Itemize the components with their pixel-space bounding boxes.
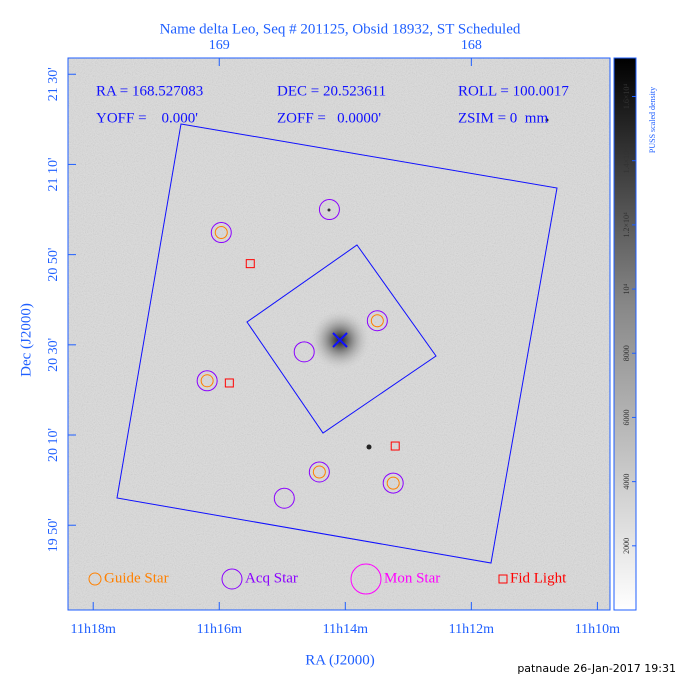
legend-marker xyxy=(350,563,382,595)
header-field: ROLL = 100.0017 xyxy=(458,83,569,99)
colorbar-tick-label: 1.4×10⁴ xyxy=(622,148,631,174)
star-marker xyxy=(196,370,218,392)
colorbar-tick-label: 6000 xyxy=(622,409,631,425)
star-marker xyxy=(386,476,400,490)
header-field: RA = 168.527083 xyxy=(96,83,203,99)
y-tick-label: 20 10' xyxy=(46,428,61,462)
legend-label: Mon Star xyxy=(384,570,440,586)
y-tick-label: 21 10' xyxy=(46,157,61,191)
legend-marker xyxy=(88,572,102,586)
header-field: ZSIM = 0 mm xyxy=(458,110,548,126)
y-tick-label: 20 30' xyxy=(46,338,61,372)
colorbar-tick-label: 1.6×10⁴ xyxy=(622,84,631,110)
header-field: ZOFF = 0.0000' xyxy=(277,110,381,126)
legend-label: Acq Star xyxy=(245,570,298,586)
star-marker xyxy=(210,222,232,244)
star-marker xyxy=(312,465,326,479)
field-star xyxy=(366,444,372,450)
legend-label: Guide Star xyxy=(104,570,169,586)
colorbar-tick-label: 2000 xyxy=(622,538,631,554)
star-marker xyxy=(214,226,228,240)
x-axis-label: RA (J2000) xyxy=(305,652,375,668)
x2-tick-label: 168 xyxy=(461,38,482,53)
star-marker xyxy=(390,441,400,451)
colorbar-tick-label: 8000 xyxy=(622,345,631,361)
x-tick-label: 11h14m xyxy=(323,622,368,637)
y-axis-label: Dec (J2000) xyxy=(18,303,34,377)
x-tick-label: 11h18m xyxy=(71,622,116,637)
x-tick-label: 11h10m xyxy=(575,622,620,637)
star-marker xyxy=(293,341,315,363)
star-marker xyxy=(200,374,214,388)
legend-marker xyxy=(498,574,508,584)
colorbar-tick-label: 4000 xyxy=(622,474,631,490)
hrc-footprint xyxy=(246,244,437,434)
y-tick-label: 21 30' xyxy=(46,67,61,101)
star-marker xyxy=(245,259,255,269)
footer: patnaude 26-Jan-2017 19:31 xyxy=(517,662,676,675)
header-field: YOFF = 0.000' xyxy=(96,110,198,126)
colorbar-tick-label: 1.2×10⁴ xyxy=(622,212,631,238)
colorbar-tick-label: 10⁴ xyxy=(622,283,631,294)
field-star xyxy=(327,208,331,212)
colorbar xyxy=(613,57,637,611)
x-tick-label: 11h16m xyxy=(197,622,242,637)
legend-label: Fid Light xyxy=(510,570,567,586)
star-marker xyxy=(370,314,384,328)
header-field: DEC = 20.523611 xyxy=(277,83,386,99)
star-marker xyxy=(273,487,295,509)
star-marker xyxy=(318,199,340,221)
star-marker xyxy=(366,310,388,332)
y-tick-label: 20 50' xyxy=(46,248,61,282)
y-tick-label: 19 50' xyxy=(46,518,61,552)
chart-title: Name delta Leo, Seq # 201125, Obsid 1893… xyxy=(160,21,521,37)
field-star xyxy=(545,118,549,122)
star-marker xyxy=(308,461,330,483)
acis-footprint xyxy=(116,123,558,564)
plot-frame xyxy=(67,57,611,611)
star-marker xyxy=(224,378,234,388)
x-tick-label: 11h12m xyxy=(449,622,494,637)
target-marker xyxy=(332,332,348,348)
legend-marker xyxy=(221,568,243,590)
x2-tick-label: 169 xyxy=(209,38,230,53)
star-marker xyxy=(382,472,404,494)
colorbar-label: PUSS scaled density xyxy=(648,87,657,153)
